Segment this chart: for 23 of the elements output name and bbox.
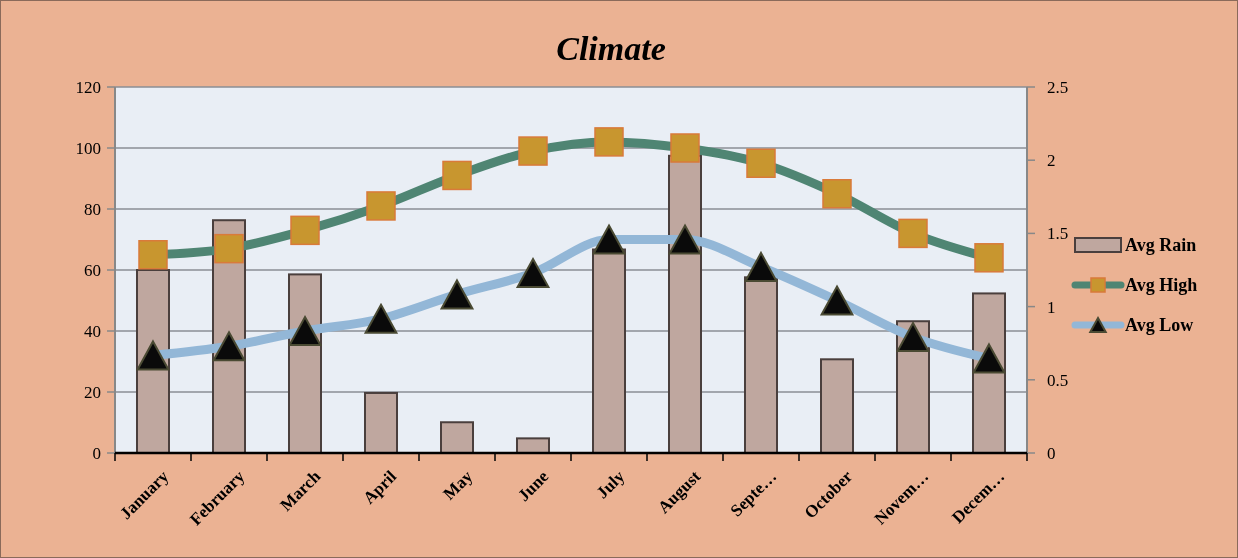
bar bbox=[364, 391, 398, 454]
y-tick-label: 0 bbox=[92, 443, 101, 463]
legend-label: Avg Low bbox=[1125, 315, 1194, 336]
chart-title: Climate bbox=[556, 30, 666, 67]
y2-tick-label: 2.5 bbox=[1047, 77, 1069, 97]
bar bbox=[516, 437, 550, 454]
y2-tick-label: 1.5 bbox=[1047, 224, 1069, 244]
y-tick-label: 60 bbox=[84, 260, 101, 280]
bar bbox=[440, 421, 474, 454]
y-tick-label: 100 bbox=[75, 138, 101, 158]
bar bbox=[668, 154, 702, 454]
y2-tick-label: 2 bbox=[1047, 151, 1056, 171]
bar bbox=[820, 358, 854, 454]
y-tick-label: 40 bbox=[84, 321, 101, 341]
x-tick-label: July bbox=[592, 466, 629, 503]
y2-tick-label: 1 bbox=[1047, 297, 1056, 317]
legend-label: Avg Rain bbox=[1125, 235, 1197, 256]
y-tick-label: 80 bbox=[84, 199, 101, 219]
legend-label: Avg High bbox=[1125, 275, 1198, 296]
y-tick-label: 120 bbox=[75, 77, 101, 97]
y-tick-label: 20 bbox=[84, 382, 101, 402]
y2-tick-label: 0.5 bbox=[1047, 370, 1069, 390]
y2-tick-label: 0 bbox=[1047, 443, 1056, 463]
